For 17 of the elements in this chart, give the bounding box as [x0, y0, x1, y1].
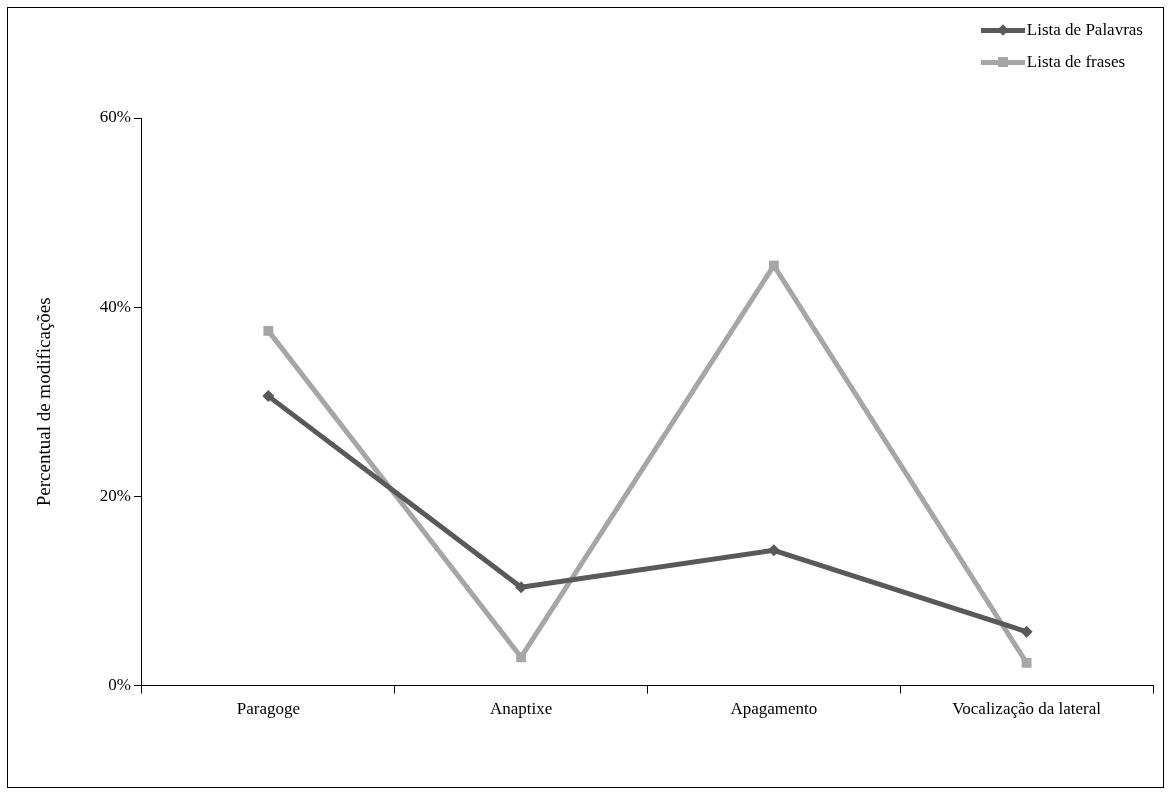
- y-tick-label: 60%: [99, 107, 131, 127]
- point: [262, 390, 275, 403]
- point: [768, 260, 779, 271]
- x-tick-label: Vocalização da lateral: [952, 699, 1102, 719]
- point: [263, 325, 274, 336]
- y-axis-title: Percentual de modificações: [33, 297, 55, 507]
- y-tick-label: 40%: [99, 296, 131, 316]
- y-tick-label: 0%: [108, 675, 131, 695]
- legend-label: Lista de frases: [1026, 52, 1126, 72]
- x-tick-label: Anaptixe: [489, 699, 553, 719]
- point: [1021, 657, 1032, 668]
- point: [516, 652, 527, 663]
- x-tick-label: Apagamento: [730, 699, 818, 719]
- point: [1020, 625, 1033, 638]
- legend-label: Lista de Palavras: [1026, 20, 1143, 40]
- x-tick-label: Paragoge: [236, 699, 300, 719]
- y-tick-label: 20%: [99, 485, 131, 505]
